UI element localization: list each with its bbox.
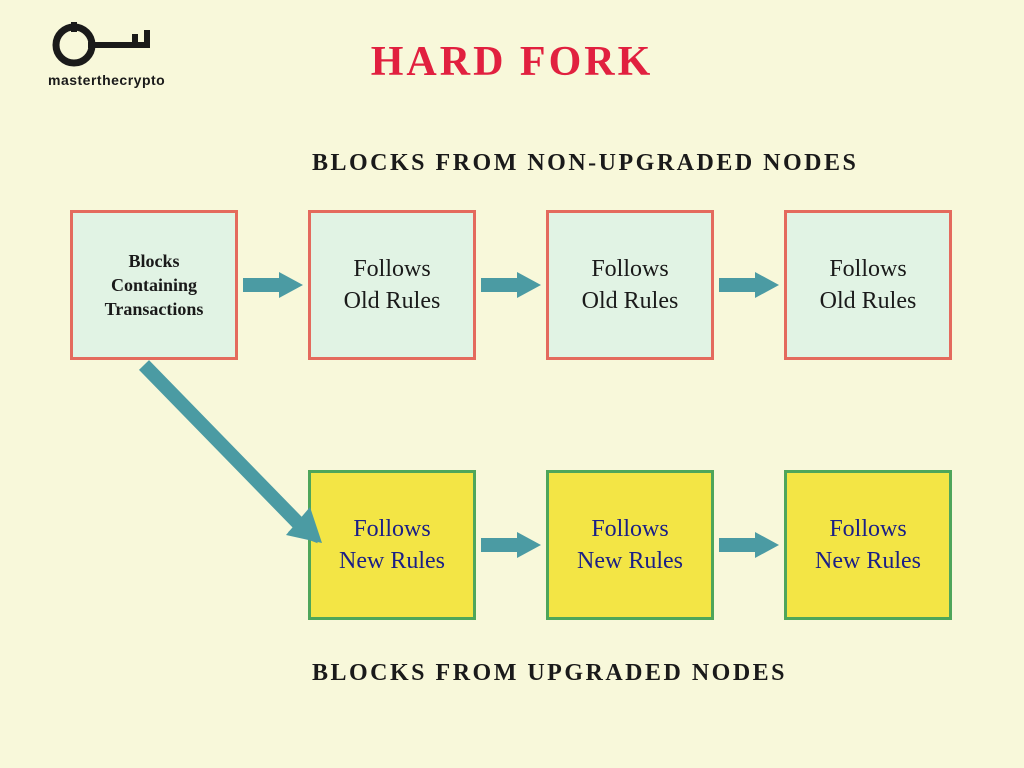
box-origin-l1: Blocks — [128, 249, 179, 273]
arrow-r2-1 — [481, 530, 541, 560]
box-old-3: Follows Old Rules — [784, 210, 952, 360]
box-origin-l2: Containing — [111, 273, 197, 297]
box-old-3-l1: Follows — [829, 253, 906, 285]
box-new-2-l1: Follows — [591, 513, 668, 545]
box-new-2: Follows New Rules — [546, 470, 714, 620]
arrow-r1-1 — [243, 270, 303, 300]
box-new-1-l2: New Rules — [339, 545, 445, 577]
box-origin-l3: Transactions — [105, 297, 204, 321]
box-old-1-l2: Old Rules — [344, 285, 441, 317]
box-new-3: Follows New Rules — [784, 470, 952, 620]
box-old-1-l1: Follows — [353, 253, 430, 285]
box-new-3-l1: Follows — [829, 513, 906, 545]
arrow-r1-2 — [481, 270, 541, 300]
label-non-upgraded: BLOCKS FROM NON-UPGRADED NODES — [312, 150, 858, 177]
box-new-2-l2: New Rules — [577, 545, 683, 577]
box-origin: Blocks Containing Transactions — [70, 210, 238, 360]
box-new-1-l1: Follows — [353, 513, 430, 545]
label-upgraded: BLOCKS FROM UPGRADED NODES — [312, 660, 787, 687]
diagram-title: HARD FORK — [0, 38, 1024, 86]
box-old-2-l2: Old Rules — [582, 285, 679, 317]
box-old-3-l2: Old Rules — [820, 285, 917, 317]
arrow-r2-2 — [719, 530, 779, 560]
box-old-1: Follows Old Rules — [308, 210, 476, 360]
arrow-r1-3 — [719, 270, 779, 300]
box-new-3-l2: New Rules — [815, 545, 921, 577]
arrow-fork — [130, 355, 340, 555]
box-old-2: Follows Old Rules — [546, 210, 714, 360]
box-old-2-l1: Follows — [591, 253, 668, 285]
